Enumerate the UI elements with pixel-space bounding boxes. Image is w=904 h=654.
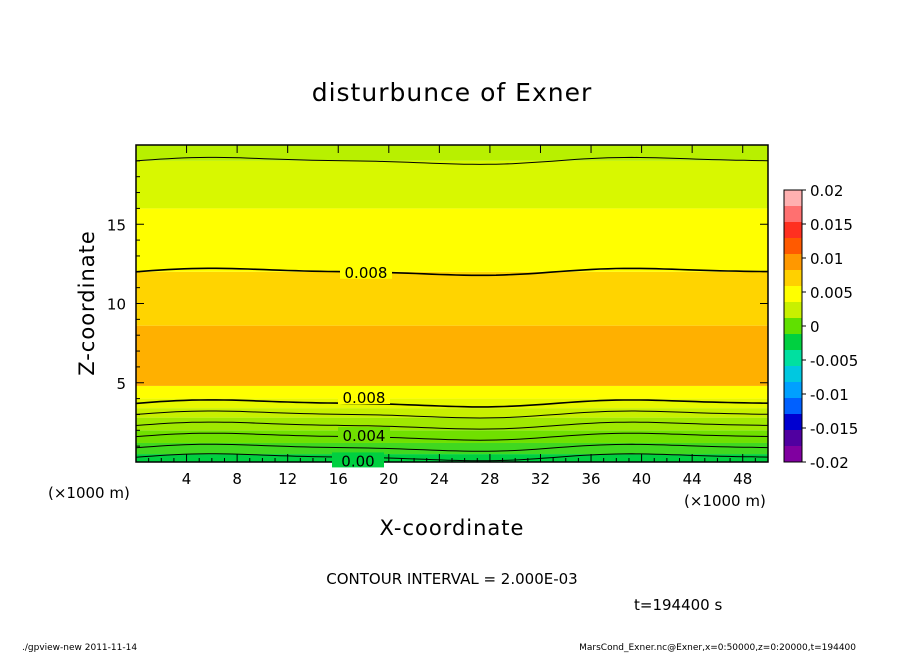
x-tick-label: 12 xyxy=(278,470,297,488)
colorbar-swatch xyxy=(784,414,802,431)
colorbar-swatch xyxy=(784,366,802,383)
colorbar-swatch xyxy=(784,382,802,399)
x-tick-label: 4 xyxy=(182,470,192,488)
contour-band-9 xyxy=(136,208,768,272)
x-tick-label: 36 xyxy=(581,470,600,488)
z-tick-label: 15 xyxy=(107,216,126,234)
colorbar-label: 0.005 xyxy=(810,284,853,302)
z-tick-label: 10 xyxy=(107,296,126,314)
contour-band-10 xyxy=(136,160,768,209)
colorbar-label: 0 xyxy=(810,318,820,336)
contour-label: 0.004 xyxy=(343,427,386,445)
x-axis-unit-left: (×1000 m) xyxy=(48,484,130,502)
contour-label: 0.00 xyxy=(341,452,374,470)
colorbar-swatch xyxy=(784,206,802,223)
colorbar-swatch xyxy=(784,270,802,287)
contour-band-5 xyxy=(136,398,768,409)
colorbar xyxy=(783,189,803,463)
colorbar-swatch xyxy=(784,350,802,367)
chart-title: disturbunce of Exner xyxy=(312,78,593,107)
colorbar-label: 0.01 xyxy=(810,250,843,268)
x-tick-label: 32 xyxy=(531,470,550,488)
z-tick-label: 5 xyxy=(116,375,126,393)
contour-line-2 xyxy=(135,432,769,441)
footer-left: ./gpview-new 2011-11-14 xyxy=(22,643,137,653)
colorbar-label: -0.02 xyxy=(810,454,849,472)
y-axis-title: Z-coordinate xyxy=(75,230,99,376)
colorbar-label: 0.02 xyxy=(810,182,843,200)
colorbar-swatch xyxy=(784,286,802,303)
contour-lines xyxy=(135,156,769,462)
colorbar-label: 0.015 xyxy=(810,216,853,234)
contour-band-2 xyxy=(136,430,768,443)
colorbar-swatch xyxy=(784,446,802,463)
contour-label-bg xyxy=(338,389,390,405)
contour-band-4 xyxy=(136,408,768,418)
x-tick-label: 16 xyxy=(329,470,348,488)
x-tick-label: 8 xyxy=(232,470,242,488)
x-tick-label: 20 xyxy=(379,470,398,488)
x-axis-title: X-coordinate xyxy=(380,516,525,540)
contour-label-bg xyxy=(332,452,384,468)
colorbar-label: -0.015 xyxy=(810,420,858,438)
x-tick-label: 40 xyxy=(632,470,651,488)
contour-line-7 xyxy=(135,156,769,165)
time-text: t=194400 s xyxy=(634,596,722,614)
contour-label: 0.008 xyxy=(343,389,386,407)
z-axis-ticks: 5 10 15 xyxy=(107,160,768,447)
contour-label-bg xyxy=(340,263,392,279)
colorbar-swatch xyxy=(784,334,802,351)
colorbar-label: -0.01 xyxy=(810,386,849,404)
colorbar-swatch xyxy=(784,318,802,335)
contour-line-1 xyxy=(135,443,769,452)
colorbar-labels: 0.02 0.015 0.01 0.005 0 -0.005 -0.01 -0.015 -0.0… xyxy=(802,182,858,472)
colorbar-label: -0.005 xyxy=(810,352,858,370)
colorbar-swatch xyxy=(784,302,802,319)
contour-band-7 xyxy=(136,325,768,386)
contour-labels: 0.008 0.008 0.004 0.00 xyxy=(332,263,392,470)
contour-line-3 xyxy=(135,421,769,430)
colorbar-swatch xyxy=(784,222,802,239)
plot-area xyxy=(136,145,768,462)
contour-band-3 xyxy=(136,417,768,431)
x-axis-unit-right: (×1000 m) xyxy=(684,492,766,510)
contour-band-11 xyxy=(136,145,768,161)
x-tick-label: 44 xyxy=(683,470,702,488)
contour-line-4 xyxy=(135,410,769,419)
colorbar-swatch xyxy=(784,238,802,255)
contour-line-5 xyxy=(135,399,769,408)
colorbar-swatch xyxy=(784,254,802,271)
x-tick-label: 48 xyxy=(733,470,752,488)
contour-band-6 xyxy=(136,385,768,399)
contour-interval-text: CONTOUR INTERVAL = 2.000E-03 xyxy=(326,570,577,588)
footer-right: MarsCond_Exner.nc@Exner,x=0:50000,z=0:20… xyxy=(579,643,856,653)
x-tick-label: 28 xyxy=(480,470,499,488)
colorbar-swatch xyxy=(784,430,802,447)
contour-band-1 xyxy=(136,442,768,455)
colorbar-swatch xyxy=(784,190,802,207)
contour-label-bg xyxy=(338,427,390,443)
colorbar-swatch xyxy=(784,398,802,415)
contour-line-6 xyxy=(135,267,769,277)
x-tick-label: 24 xyxy=(430,470,449,488)
contour-label: 0.008 xyxy=(345,264,388,282)
contour-band-8 xyxy=(136,271,768,326)
